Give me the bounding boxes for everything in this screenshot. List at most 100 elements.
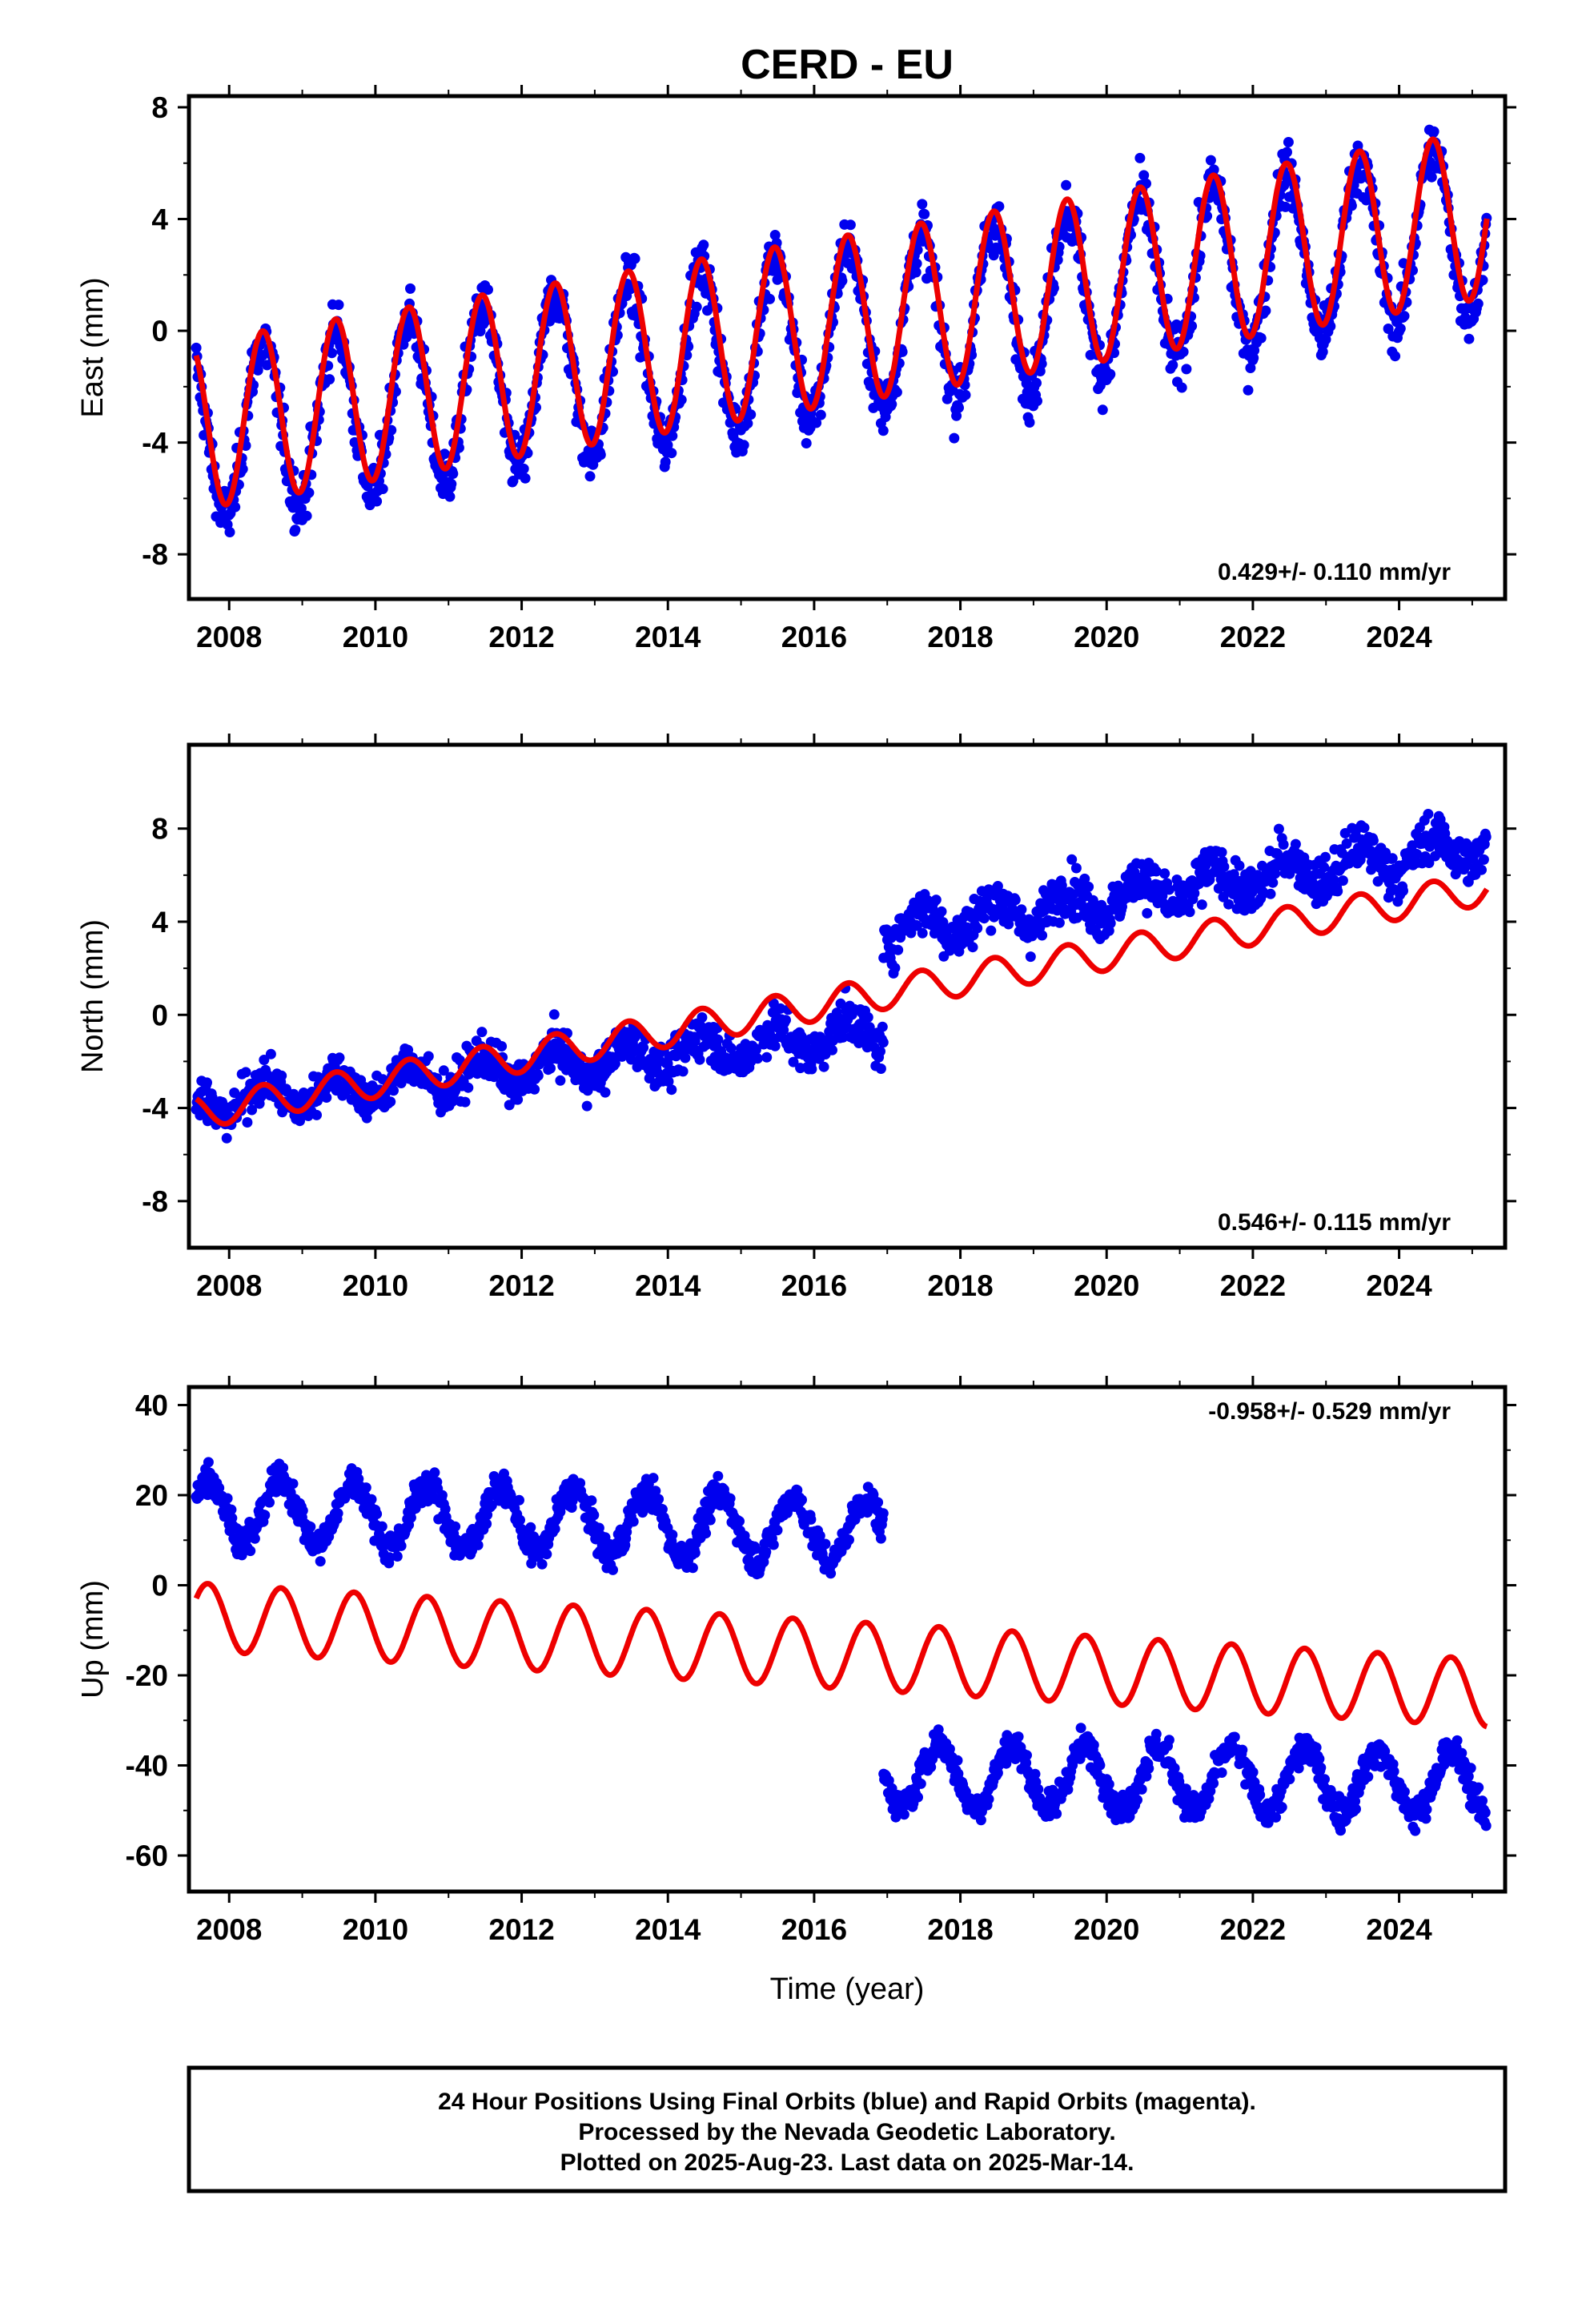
north-x-tick-label: 2016: [781, 1269, 847, 1302]
north-data-point: [917, 927, 928, 939]
east-x-tick-label: 2020: [1074, 621, 1139, 653]
north-data-point: [463, 1082, 474, 1093]
up-data-point: [278, 1462, 289, 1474]
north-data-point: [1367, 835, 1379, 846]
east-data-point: [444, 491, 456, 502]
north-data-point: [1184, 907, 1195, 918]
north-data-point: [1476, 864, 1487, 875]
north-data-point: [321, 1092, 332, 1103]
up-data-point: [588, 1510, 600, 1521]
north-data-point: [1027, 929, 1038, 940]
up-data-point: [1030, 1768, 1041, 1779]
north-plot-frame: [187, 742, 1508, 1250]
east-y-axis-label: East (mm): [76, 277, 110, 417]
up-data-point: [226, 1504, 237, 1515]
north-data-point: [423, 1051, 434, 1062]
up-data-point: [472, 1539, 484, 1550]
up-data-point: [1208, 1778, 1219, 1789]
north-y-axis-label: North (mm): [76, 919, 110, 1073]
north-data-point: [936, 906, 947, 917]
north-data-point: [663, 1076, 674, 1087]
north-data-point: [460, 1096, 471, 1108]
east-data-point: [446, 478, 457, 489]
up-data-point: [814, 1530, 825, 1542]
north-y-tick-label: 8: [151, 813, 168, 846]
up-data-point: [264, 1497, 275, 1508]
north-data-point: [242, 1117, 253, 1128]
north-data-point: [972, 923, 983, 934]
north-data-point: [769, 1040, 781, 1051]
north-data-point: [1273, 823, 1284, 834]
north-data-point: [1480, 831, 1492, 842]
north-data-point: [276, 1070, 287, 1081]
up-data-point: [214, 1482, 225, 1494]
up-data-point: [396, 1540, 407, 1551]
north-data-point: [1066, 854, 1078, 865]
north-data-point: [689, 1035, 701, 1047]
east-data-point: [1395, 323, 1406, 334]
up-data-point: [628, 1516, 639, 1527]
up-data-point: [376, 1521, 387, 1532]
north-data-point: [532, 1070, 544, 1081]
up-data-point: [366, 1494, 377, 1505]
north-data-point: [837, 1031, 849, 1043]
north-x-tick-label: 2014: [635, 1269, 701, 1302]
up-data-point: [648, 1473, 659, 1484]
east-data-point: [877, 425, 889, 436]
north-data-point: [385, 1096, 396, 1108]
up-data-point: [1229, 1731, 1240, 1743]
north-data-point: [1070, 862, 1082, 874]
east-data-point: [738, 440, 749, 451]
east-data-point: [691, 301, 702, 312]
north-data-point: [905, 927, 917, 939]
east-data-point: [191, 342, 202, 353]
east-data-point: [1317, 346, 1328, 357]
east-data-point: [845, 219, 856, 231]
north-model-line: [194, 879, 1490, 1127]
up-data-point: [450, 1521, 461, 1532]
up-data-point: [1088, 1739, 1099, 1751]
east-data-point: [954, 402, 964, 413]
east-data-point: [518, 463, 529, 474]
up-data-point: [725, 1493, 736, 1504]
up-data-point: [875, 1533, 886, 1544]
up-data-point: [486, 1500, 497, 1511]
north-data-point: [677, 1066, 689, 1077]
up-data-point: [1033, 1783, 1044, 1795]
east-data-point: [1134, 152, 1146, 163]
east-data-point: [666, 448, 677, 459]
up-data-point: [222, 1493, 233, 1504]
up-data-point: [944, 1743, 955, 1755]
north-data-point: [1278, 839, 1289, 850]
north-data-point: [1037, 930, 1048, 941]
north-data-point: [938, 917, 949, 928]
east-data-point: [1181, 364, 1192, 375]
east-data-point: [801, 438, 812, 448]
east-data-point: [584, 471, 596, 482]
north-data-point: [889, 963, 901, 974]
east-data-point: [1399, 311, 1410, 322]
east-data-point: [949, 432, 960, 444]
north-data-point: [1204, 875, 1215, 885]
up-data-point: [1237, 1744, 1248, 1755]
up-data-point: [637, 1507, 648, 1518]
up-data-point: [297, 1505, 308, 1516]
north-data-point: [761, 1051, 773, 1063]
north-data-point: [1328, 875, 1339, 886]
east-data-point: [667, 430, 678, 441]
north-data-point: [725, 1043, 737, 1054]
up-data-point: [1169, 1763, 1180, 1774]
up-data-point: [1163, 1735, 1174, 1746]
north-data-point: [750, 1044, 761, 1055]
north-data-point: [1010, 895, 1021, 906]
north-data-point: [1025, 951, 1036, 963]
east-y-tick-label: 4: [151, 203, 168, 236]
up-data-point: [825, 1568, 837, 1579]
up-data-point: [844, 1534, 854, 1546]
east-data-point: [660, 456, 671, 468]
north-data-point: [1189, 887, 1200, 899]
east-data-point: [911, 258, 922, 269]
up-data-point: [761, 1546, 772, 1558]
